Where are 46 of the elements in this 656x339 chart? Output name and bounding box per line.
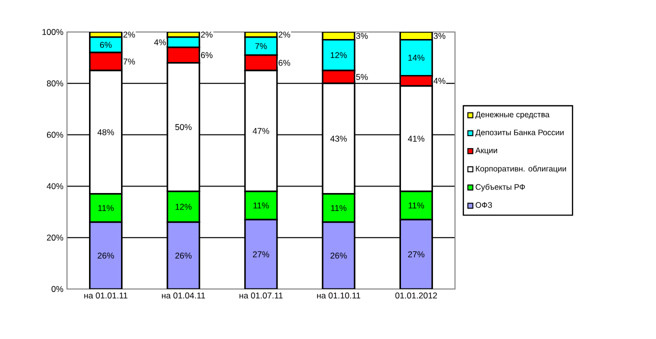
x-tick-label: на 01.07.11 xyxy=(240,292,283,299)
data-label: 27% xyxy=(408,251,424,258)
y-tick-label: 0% xyxy=(52,286,64,292)
data-label: 11% xyxy=(331,205,346,212)
data-label: 2% xyxy=(123,32,135,38)
data-label: 7% xyxy=(123,58,135,65)
data-label: 2% xyxy=(201,32,213,38)
data-label: 3% xyxy=(356,32,368,39)
data-label: 4% xyxy=(434,78,446,84)
data-label: 26% xyxy=(175,252,192,259)
data-label: 41% xyxy=(408,136,424,142)
data-label: 4% xyxy=(154,39,166,46)
data-label: 11% xyxy=(98,205,114,212)
data-label: 12% xyxy=(330,52,347,58)
data-label: 47% xyxy=(252,128,270,134)
data-label: 14% xyxy=(408,54,424,61)
bar xyxy=(322,221,356,289)
bar xyxy=(244,218,278,289)
data-label: 26% xyxy=(98,252,114,259)
data-label: 12% xyxy=(176,204,192,210)
x-tick-label: 01.01.2012 xyxy=(395,292,437,299)
bar xyxy=(89,221,123,289)
data-label: 43% xyxy=(330,136,347,142)
x-tick-label: на 01.10.11 xyxy=(317,292,360,299)
data-label: 27% xyxy=(252,251,270,258)
data-label: 6% xyxy=(201,52,213,58)
data-label: 26% xyxy=(330,252,347,259)
y-tick-label: 20% xyxy=(46,234,64,241)
data-label: 50% xyxy=(175,124,192,130)
y-tick-label: 40% xyxy=(46,183,64,190)
data-label: 48% xyxy=(98,129,114,136)
data-label: 6% xyxy=(100,42,112,48)
bar xyxy=(399,218,433,289)
data-label: 11% xyxy=(253,202,269,208)
y-tick-label: 100% xyxy=(42,29,64,35)
y-tick-label: 60% xyxy=(46,132,64,138)
y-tick-label: 80% xyxy=(46,80,64,86)
x-tick-label: на 01.04.11 xyxy=(162,292,206,299)
bar xyxy=(166,221,200,289)
x-tick-label: на 01.01.11 xyxy=(84,292,128,299)
data-label: 6% xyxy=(278,60,290,66)
data-label: 3% xyxy=(434,32,446,39)
data-label: 5% xyxy=(356,74,368,80)
data-label: 7% xyxy=(255,43,267,50)
data-label: 11% xyxy=(408,202,424,208)
data-label: 2% xyxy=(278,32,290,38)
